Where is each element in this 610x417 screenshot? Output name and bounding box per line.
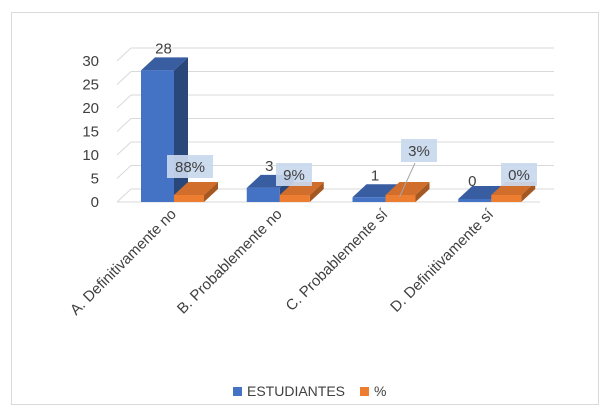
- gridline: [116, 118, 132, 132]
- y-axis: 0 5 10 15 20 25 30: [82, 53, 99, 211]
- bar-front: [385, 195, 416, 202]
- y-tick-label: 25: [82, 77, 99, 94]
- x-axis: A. Definitivamente no B. Probablemente n…: [67, 205, 498, 318]
- bar-side: [204, 182, 218, 202]
- bar-front: [141, 70, 174, 203]
- data-label-box: [276, 163, 312, 186]
- gridline: [116, 165, 132, 179]
- gridline: [116, 188, 132, 203]
- data-label-estudiantes: 3: [265, 158, 273, 175]
- bar-front: [491, 195, 522, 202]
- data-label-estudiantes: 28: [155, 40, 172, 57]
- chart-area: [11, 12, 599, 405]
- leader-line: [399, 162, 416, 198]
- data-label-percent: 9%: [283, 167, 305, 184]
- data-labels: 28 3 1 0 88% 9% 3% 0%: [155, 40, 537, 198]
- gridline: [116, 71, 132, 85]
- gridline: [116, 47, 132, 62]
- bar-top: [174, 182, 218, 195]
- bar-percent: [174, 182, 218, 202]
- gridline: [116, 94, 132, 109]
- bar-front: [174, 195, 204, 202]
- x-category-label: D. Definitivamente sí: [387, 205, 497, 315]
- bar-front: [279, 195, 310, 202]
- data-label-percent: 88%: [175, 159, 205, 176]
- data-label-box: [167, 155, 213, 178]
- legend-swatch-percent: [360, 387, 369, 396]
- legend-swatch-estudiantes: [233, 387, 242, 396]
- bar-side: [174, 57, 188, 203]
- data-label-percent: 0%: [508, 167, 530, 184]
- bar-top: [141, 57, 188, 71]
- y-tick-label: 30: [82, 53, 99, 70]
- x-category-label: C. Probablemente sí: [283, 205, 392, 314]
- data-label-box: [401, 139, 437, 162]
- data-label-box: [501, 163, 537, 186]
- bar-estudiantes: [141, 57, 188, 203]
- bar-side: [309, 182, 324, 202]
- y-tick-label: 5: [91, 171, 99, 188]
- x-category-label: A. Definitivamente no: [67, 206, 180, 319]
- y-tick-label: 15: [82, 124, 99, 141]
- y-tick-label: 20: [82, 100, 99, 117]
- data-label-estudiantes: 1: [371, 167, 379, 184]
- x-category-label: B. Probablemente no: [174, 206, 286, 318]
- bar-front: [352, 197, 386, 202]
- bar-front: [458, 199, 492, 202]
- y-tick-label: 10: [82, 147, 99, 164]
- gridline: [116, 141, 132, 156]
- legend-label-percent: %: [374, 383, 386, 399]
- bar-front: [246, 187, 280, 202]
- bar-percent: [385, 182, 430, 202]
- data-label-percent: 3%: [408, 143, 430, 160]
- bar-side: [415, 182, 430, 202]
- data-label-estudiantes: 0: [468, 173, 476, 190]
- legend: ESTUDIANTES %: [233, 383, 386, 399]
- legend-label-estudiantes: ESTUDIANTES: [247, 383, 345, 399]
- bar-side: [521, 182, 536, 202]
- bar-top: [385, 182, 430, 195]
- y-tick-label: 0: [91, 194, 99, 211]
